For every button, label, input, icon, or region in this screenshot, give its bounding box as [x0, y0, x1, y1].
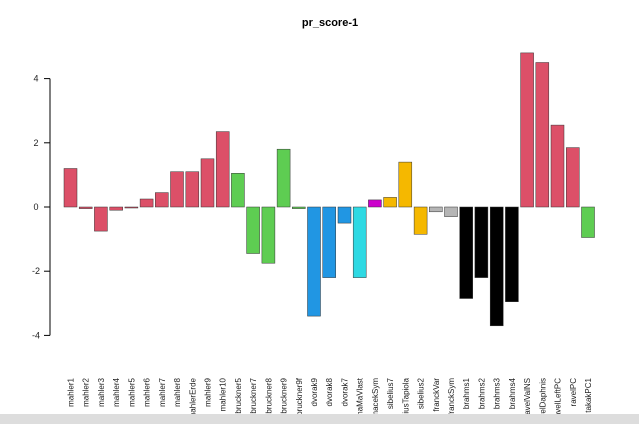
x-tick-label: mahler4	[112, 377, 121, 406]
x-tick-label: mahler8	[173, 377, 182, 406]
bar-mahler6	[139, 198, 154, 208]
x-tick-label: takakPC1	[584, 377, 593, 412]
y-tick-label: -2	[32, 266, 40, 276]
y-tick-label: 2	[33, 138, 38, 148]
bottom-band	[0, 414, 639, 424]
x-tick-label: sibelius7	[386, 377, 395, 409]
x-tick-label: sibelius2	[417, 377, 426, 409]
x-tick-label: mahlerErde	[188, 377, 197, 419]
bar-bruckner7	[246, 206, 260, 254]
x-tick-label: dvorak8	[325, 377, 334, 406]
bar-sibelius7	[383, 197, 397, 208]
chart-title: pr_score-1	[302, 17, 358, 29]
x-tick-label: avelLeftPC	[554, 378, 563, 417]
bar-mahler7	[155, 192, 169, 208]
x-tick-label: mahler3	[97, 377, 106, 406]
bar-brahms3	[489, 206, 504, 327]
bar-velDaphnis	[535, 62, 550, 208]
x-tick-label: mahler10	[219, 377, 228, 411]
bar-inaMaVlast	[352, 206, 367, 278]
bar-franckVar	[429, 206, 443, 213]
x-tick-label: franckSym	[447, 378, 456, 416]
bar-dvorak7	[337, 206, 352, 224]
x-tick-label: liusTapiola	[401, 377, 410, 415]
bar-takakPC1	[581, 206, 595, 238]
x-tick-label: mahler7	[158, 377, 167, 406]
bar-mahlerErde	[185, 171, 200, 208]
bar-sibelius2	[413, 206, 428, 235]
bar-bruckner8	[261, 206, 276, 264]
bar-bruckner9f	[292, 206, 306, 209]
bar-ravelPC	[566, 147, 580, 208]
x-axis-labels: mahler1 mahler2 mahler3 mahler4 mahler5 mahle…	[67, 377, 593, 421]
bar-mahler3	[94, 206, 108, 232]
x-tick-label: bruckner8	[264, 377, 273, 413]
bar-bruckner9	[276, 148, 291, 208]
bar-mahler8	[170, 171, 184, 208]
x-tick-label: dvorak9	[310, 377, 319, 406]
x-tick-label: franckVar	[432, 378, 441, 412]
bar-mahler2	[78, 206, 93, 209]
x-tick-label: mahler9	[203, 377, 212, 406]
y-tick-label: 0	[33, 202, 38, 212]
x-tick-label: mahler1	[67, 377, 76, 406]
x-tick-label: bruckner9f	[295, 377, 304, 416]
bar-mahler10	[215, 131, 230, 208]
x-tick-label: brahms2	[477, 377, 486, 409]
x-tick-label: mahler2	[82, 377, 91, 406]
x-tick-label: smacekSym	[371, 378, 380, 422]
x-tick-label: dvorak7	[340, 377, 349, 406]
y-axis: -4 -2 0 2 4	[32, 74, 50, 340]
bar-brahms4	[505, 206, 519, 302]
bar-mahler1	[63, 168, 78, 208]
x-tick-label: inaMaVlast	[356, 377, 365, 417]
y-tick-label: 4	[33, 74, 38, 84]
y-tick-label: -4	[32, 330, 40, 340]
x-tick-label: brahms3	[493, 377, 502, 409]
x-tick-label: mahler5	[127, 377, 136, 406]
bar-franckSym	[444, 206, 458, 217]
bar-brahms2	[474, 206, 489, 278]
bar-brahms1	[459, 206, 473, 299]
x-tick-label: mahler6	[143, 377, 152, 406]
x-tick-label: velDaphnis	[538, 378, 547, 418]
x-tick-label: ravelPC	[569, 378, 578, 407]
bar-avelLeftPC	[550, 124, 565, 208]
x-tick-label: brahms1	[462, 377, 471, 409]
bar-liusTapiola	[398, 161, 413, 208]
x-tick-label: bruckner9	[280, 377, 289, 413]
x-tick-label: ravelValNS	[523, 378, 532, 417]
bar-dvorak8	[322, 206, 336, 278]
x-tick-label: bruckner7	[249, 377, 258, 413]
bar-mahler5	[124, 206, 139, 209]
bar-mahler4	[109, 206, 123, 211]
bar-mahler9	[200, 158, 215, 208]
bar-smacekSym	[368, 199, 382, 208]
bar-ravelValNS	[520, 52, 534, 208]
x-tick-label: bruckner5	[234, 377, 243, 413]
x-tick-label: brahms4	[508, 377, 517, 409]
bars	[63, 52, 595, 327]
bar-bruckner5	[231, 173, 245, 208]
bar-dvorak9	[307, 206, 321, 317]
